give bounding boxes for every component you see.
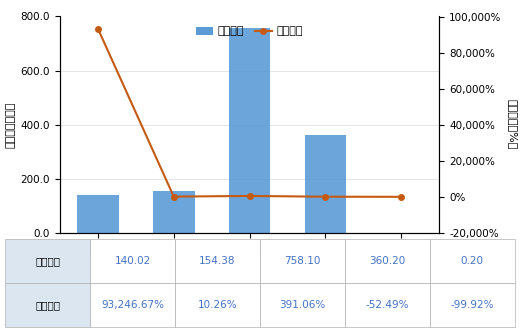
Bar [77, 195, 119, 233]
Y-axis label: 同比增速（%）: 同比增速（%） [507, 99, 517, 150]
Bar [305, 135, 346, 233]
Legend: 出口数量, 同比增长: 出口数量, 同比增长 [192, 22, 307, 41]
Bar [229, 28, 270, 233]
Y-axis label: 出口数量（吨）: 出口数量（吨） [5, 101, 15, 148]
Bar [153, 191, 194, 233]
